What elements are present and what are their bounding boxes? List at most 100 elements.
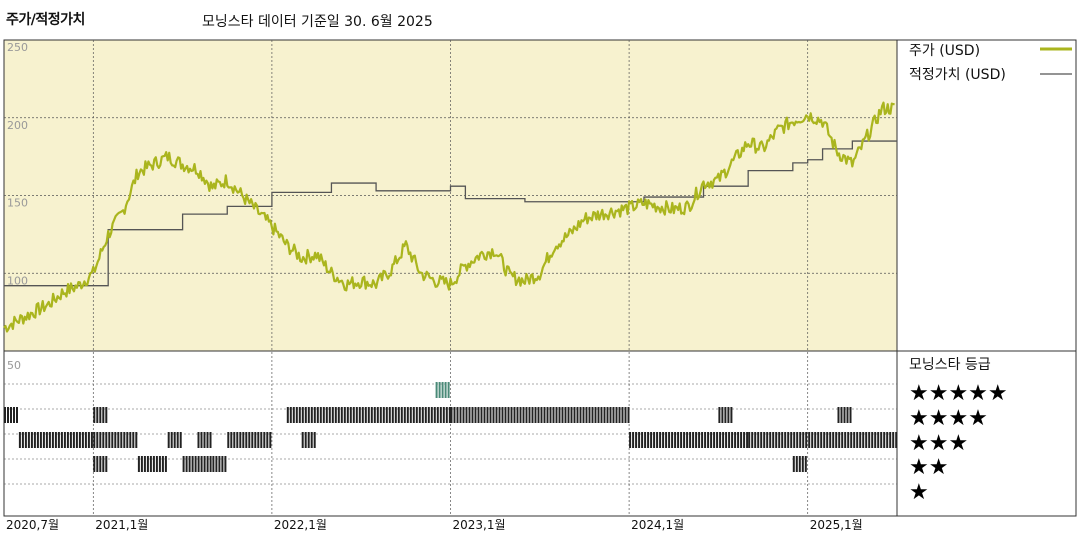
- rating-bar-tick: [99, 456, 102, 472]
- rating-bar-tick: [737, 432, 740, 448]
- rating-bar-tick: [862, 432, 865, 448]
- rating-bar-tick: [108, 432, 111, 448]
- rating-bar-tick: [206, 432, 209, 448]
- rating-bar-tick: [135, 432, 138, 448]
- rating-4-star-bar: [4, 407, 18, 423]
- rating-bar-tick: [615, 407, 618, 423]
- rating-bar-tick: [567, 407, 570, 423]
- rating-bar-tick: [609, 407, 612, 423]
- rating-bar-tick: [394, 407, 397, 423]
- rating-bar-tick: [519, 407, 522, 423]
- rating-bar-tick: [793, 432, 796, 448]
- rating-bar-tick: [319, 407, 322, 423]
- rating-bar-tick: [164, 456, 167, 472]
- price-series: [3, 101, 895, 333]
- y-tick-label: 150: [7, 197, 28, 210]
- rating-bar-tick: [671, 432, 674, 448]
- rating-bar-tick: [510, 407, 513, 423]
- rating-bar-tick: [724, 407, 727, 423]
- rating-bar-tick: [844, 432, 847, 448]
- rating-bar-tick: [600, 407, 603, 423]
- rating-bar-tick: [552, 407, 555, 423]
- rating-bar-tick: [826, 432, 829, 448]
- rating-bar-tick: [149, 456, 152, 472]
- rating-bar-tick: [105, 407, 108, 423]
- rating-bar-tick: [540, 407, 543, 423]
- rating-bar-tick: [489, 407, 492, 423]
- rating-bar-tick: [430, 407, 433, 423]
- rating-bar-tick: [665, 432, 668, 448]
- rating-2-star-bar: [137, 456, 167, 472]
- chart-title: 주가/적정가치: [6, 12, 85, 28]
- rating-bar-tick: [310, 432, 313, 448]
- rating-bar-tick: [337, 407, 340, 423]
- rating-bar-tick: [313, 407, 316, 423]
- rating-bar-tick: [96, 407, 99, 423]
- rating-bar-tick: [72, 432, 75, 448]
- rating-bar-tick: [137, 456, 140, 472]
- rating-bar-tick: [24, 432, 27, 448]
- rating-bar-tick: [146, 456, 149, 472]
- rating-bar-tick: [772, 432, 775, 448]
- rating-bar-tick: [439, 407, 442, 423]
- rating-bar-tick: [837, 407, 840, 423]
- rating-bar-tick: [233, 432, 236, 448]
- rating-bar-tick: [895, 432, 898, 448]
- rating-bar-tick: [823, 432, 826, 448]
- rating-bar-tick: [683, 432, 686, 448]
- rating-bar-tick: [751, 432, 754, 448]
- rating-bar-tick: [188, 456, 191, 472]
- rating-bar-tick: [840, 407, 843, 423]
- rating-bar-tick: [704, 432, 707, 448]
- rating-2-star-bar: [212, 456, 227, 472]
- rating-bar-tick: [385, 407, 388, 423]
- rating-bar-tick: [525, 407, 528, 423]
- rating-legend-3-stars: ★★★: [909, 431, 968, 456]
- rating-legend-2-stars: ★★: [909, 455, 948, 480]
- rating-bar-tick: [93, 407, 96, 423]
- rating-bar-tick: [203, 432, 206, 448]
- rating-bar-tick: [612, 407, 615, 423]
- rating-bar-tick: [197, 456, 200, 472]
- rating-bar-tick: [606, 407, 609, 423]
- rating-bar-tick: [203, 456, 206, 472]
- rating-4-star-bar: [93, 407, 108, 423]
- rating-bar-tick: [242, 432, 245, 448]
- rating-bar-tick: [230, 432, 233, 448]
- rating-bar-tick: [838, 432, 841, 448]
- rating-bar-tick: [477, 407, 480, 423]
- rating-bar-tick: [722, 432, 725, 448]
- rating-bar-tick: [677, 432, 680, 448]
- rating-bar-tick: [102, 456, 105, 472]
- rating-bar-tick: [292, 407, 295, 423]
- rating-bar-tick: [307, 432, 310, 448]
- rating-bar-tick: [90, 432, 93, 448]
- rating-bar-tick: [433, 407, 436, 423]
- rating-bar-tick: [391, 407, 394, 423]
- rating-legend-title: 모닝스타 등급: [909, 357, 991, 373]
- rating-bar-tick: [843, 407, 846, 423]
- rating-bar-tick: [680, 432, 683, 448]
- rating-bar-tick: [528, 407, 531, 423]
- rating-bar-tick: [304, 407, 307, 423]
- rating-bar-tick: [725, 432, 728, 448]
- rating-bar-tick: [656, 432, 659, 448]
- rating-bar-tick: [132, 432, 135, 448]
- y-tick-label: 100: [7, 274, 28, 287]
- rating-bar-tick: [191, 456, 194, 472]
- rating-bar-tick: [754, 432, 757, 448]
- rating-bar-tick: [120, 432, 123, 448]
- rating-bar-tick: [152, 456, 155, 472]
- rating-bar-tick: [102, 407, 105, 423]
- rating-bar-tick: [155, 456, 158, 472]
- rating-bar-tick: [93, 432, 96, 448]
- rating-bar-tick: [444, 382, 447, 398]
- rating-bar-tick: [364, 407, 367, 423]
- rating-bar-tick: [266, 432, 269, 448]
- rating-bar-tick: [555, 407, 558, 423]
- rating-bar-tick: [795, 456, 798, 472]
- fair-value-line: [4, 140, 897, 287]
- rating-bar-tick: [808, 432, 811, 448]
- rating-bar-tick: [534, 407, 537, 423]
- rating-bar-tick: [889, 432, 892, 448]
